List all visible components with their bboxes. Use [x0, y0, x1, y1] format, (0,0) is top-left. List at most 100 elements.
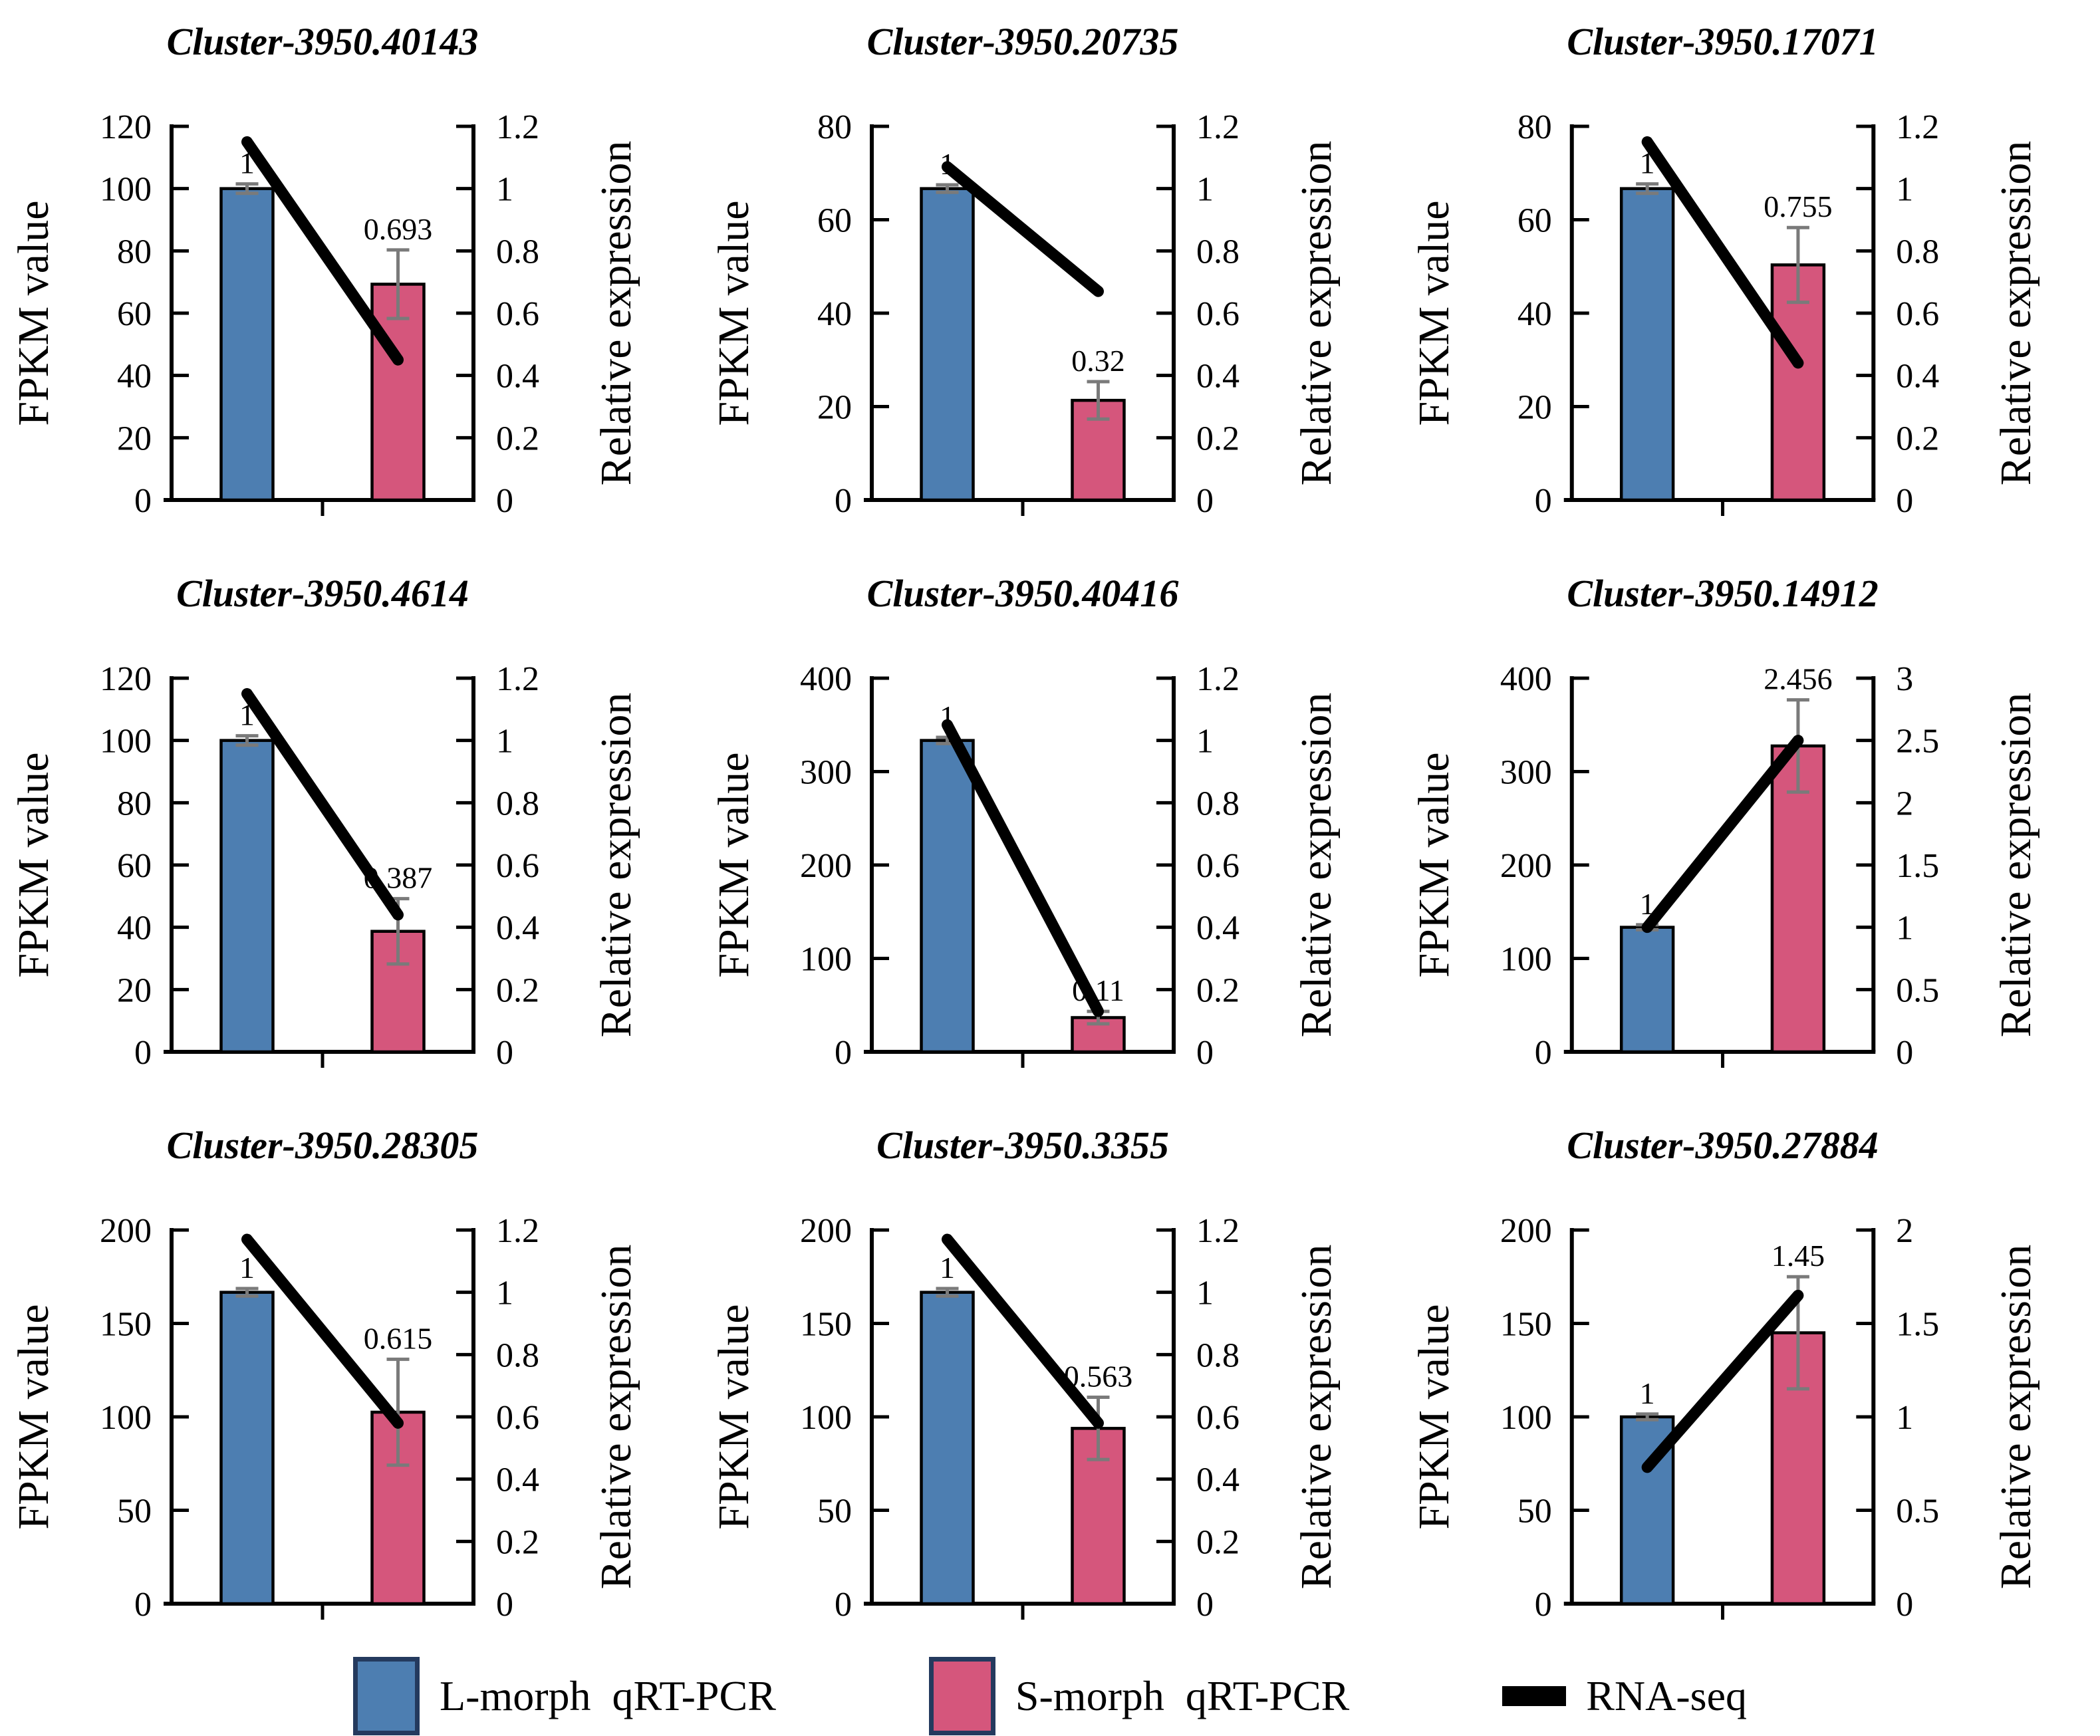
- right-tick-label: 0.2: [1196, 420, 1240, 457]
- chart-title: Cluster-3950.27884: [1567, 1124, 1878, 1167]
- left-tick-label: 150: [100, 1306, 152, 1344]
- rna-seq-line: [241, 136, 404, 366]
- left-tick-label: 40: [117, 910, 152, 947]
- left-tick-label: 0: [1535, 1586, 1552, 1624]
- left-tick-label: 150: [1500, 1305, 1552, 1343]
- s-morph-swatch-icon: [928, 1656, 995, 1735]
- right-axis-title: Relative expression: [1292, 693, 1341, 1038]
- chart-cell-Cluster-3950.14912: Cluster-3950.14912 0 100 200 300 400 0 0.5 1 1.5 2…: [1400, 552, 2100, 1104]
- right-tick-label: 0: [1196, 1034, 1214, 1072]
- chart-cell-Cluster-3950.3355: Cluster-3950.3355 0 50 100 150 200 0 0.2 0.4 0.6 0…: [700, 1104, 1400, 1656]
- bar-value-label: 0.32: [1071, 344, 1125, 378]
- left-axis-title: FPKM value: [710, 752, 758, 977]
- left-tick-label: 100: [100, 1399, 152, 1437]
- chart-cell-Cluster-3950.20735: Cluster-3950.20735 0 20 40 60 80 0 0.2 0.4 0.6 0.8…: [700, 0, 1400, 552]
- left-tick-label: 100: [800, 941, 852, 979]
- charts-grid: Cluster-3950.40143 0 20 40 60 80 100 120 0 0.2 0.4…: [0, 0, 2100, 1656]
- chart-Cluster-3950.3355: Cluster-3950.3355 0 50 100 150 200 0 0.2 0.4 0.6 0…: [710, 1124, 1341, 1624]
- right-tick-label: 1.2: [496, 660, 539, 698]
- l-morph-bar: [920, 739, 975, 1054]
- left-tick-label: 200: [800, 847, 852, 885]
- right-tick-label: 0.4: [496, 910, 539, 947]
- left-tick-label: 0: [835, 1034, 852, 1072]
- l-morph-bar: [1619, 926, 1675, 1054]
- chart-Cluster-3950.4614: Cluster-3950.4614 0 20 40 60 80 100 120 0 0.2 0.4 0…: [9, 572, 640, 1072]
- left-tick-label: 80: [117, 233, 152, 271]
- chart-cell-Cluster-3950.27884: Cluster-3950.27884 0 50 100 150 200 0 0.5 1 1.5 2 F…: [1400, 1104, 2100, 1656]
- bar-value-label: 0.755: [1764, 189, 1832, 223]
- left-tick-label: 80: [817, 108, 852, 146]
- right-tick-label: 0: [1196, 482, 1214, 520]
- bar-value-label: 1: [940, 1251, 955, 1285]
- right-tick-label: 1: [496, 1275, 513, 1312]
- right-tick-label: 1: [1896, 910, 1913, 947]
- left-tick-label: 200: [1500, 1212, 1552, 1250]
- right-tick-label: 0.8: [1196, 1336, 1240, 1374]
- l-morph-bar: [920, 1291, 975, 1606]
- chart-Cluster-3950.28305: Cluster-3950.28305 0 50 100 150 200 0 0.2 0.4 0.6…: [9, 1124, 640, 1624]
- bar-value-label: 1: [1640, 887, 1655, 921]
- right-tick-label: 0.8: [1196, 233, 1240, 271]
- right-axis-title: Relative expression: [1292, 141, 1341, 486]
- right-tick-label: 2.5: [1896, 723, 1939, 761]
- right-tick-label: 1: [1196, 1275, 1214, 1312]
- right-tick-label: 2: [1896, 1212, 1913, 1250]
- rna-seq-line: [1641, 1289, 1804, 1473]
- chart-Cluster-3950.17071: Cluster-3950.17071 0 20 40 60 80 0 0.2 0.4 0.6 0.8…: [1410, 20, 2040, 520]
- right-tick-label: 1.2: [1196, 1212, 1240, 1250]
- right-tick-label: 0.2: [1196, 971, 1240, 1009]
- right-tick-label: 1: [496, 723, 513, 761]
- rna-seq-line: [942, 161, 1104, 297]
- left-tick-label: 40: [817, 295, 852, 333]
- legend-item-s-morph: S-morph qRT-PCR: [928, 1656, 1350, 1735]
- left-tick-label: 0: [1535, 1034, 1552, 1072]
- left-tick-label: 50: [1517, 1492, 1552, 1530]
- chart-title: Cluster-3950.4614: [176, 572, 469, 615]
- chart-title: Cluster-3950.28305: [167, 1124, 479, 1167]
- right-tick-label: 0.6: [496, 847, 539, 885]
- left-axis-title: FPKM value: [710, 200, 758, 426]
- right-tick-label: 1.2: [1196, 108, 1240, 146]
- right-tick-label: 0: [496, 482, 513, 520]
- left-tick-label: 200: [1500, 847, 1552, 885]
- l-morph-bar: [1619, 187, 1675, 502]
- right-tick-label: 0.2: [496, 420, 539, 457]
- left-tick-label: 100: [100, 723, 152, 761]
- left-tick-label: 100: [100, 171, 152, 209]
- right-tick-label: 0: [496, 1034, 513, 1072]
- bar-value-label: 1: [1640, 1376, 1655, 1410]
- right-tick-label: 0.4: [1896, 358, 1939, 396]
- left-tick-label: 200: [800, 1212, 852, 1250]
- left-tick-label: 40: [1517, 295, 1552, 333]
- right-tick-label: 0.5: [1896, 971, 1939, 1009]
- right-axis-title: Relative expression: [592, 141, 640, 486]
- legend-label-s-morph: S-morph qRT-PCR: [1015, 1672, 1350, 1719]
- right-axis-title: Relative expression: [1992, 693, 2040, 1038]
- right-tick-label: 0.4: [1196, 910, 1240, 947]
- right-tick-label: 0.6: [496, 1399, 539, 1437]
- right-tick-label: 0.2: [496, 971, 539, 1009]
- rna-seq-line: [241, 687, 404, 921]
- left-axis-title: FPKM value: [1410, 200, 1458, 426]
- s-morph-bar: [1770, 744, 1826, 1054]
- right-tick-label: 0.6: [1896, 295, 1939, 333]
- chart-cell-Cluster-3950.17071: Cluster-3950.17071 0 20 40 60 80 0 0.2 0.4 0.6 0.8…: [1400, 0, 2100, 552]
- right-tick-label: 0: [1896, 1034, 1913, 1072]
- s-morph-bar: [1770, 263, 1826, 502]
- right-tick-label: 0.4: [1196, 1461, 1240, 1499]
- left-tick-label: 150: [800, 1306, 852, 1344]
- left-tick-label: 300: [1500, 753, 1552, 791]
- left-tick-label: 20: [817, 389, 852, 427]
- rna-seq-line: [942, 1233, 1104, 1429]
- chart-title: Cluster-3950.3355: [876, 1124, 1169, 1167]
- left-tick-label: 60: [1517, 201, 1552, 239]
- left-axis-title: FPKM value: [9, 200, 58, 426]
- right-tick-label: 1: [496, 171, 513, 209]
- left-tick-label: 400: [1500, 660, 1552, 698]
- right-tick-label: 1: [1896, 1399, 1913, 1437]
- s-morph-bar: [370, 283, 426, 502]
- chart-cell-Cluster-3950.4614: Cluster-3950.4614 0 20 40 60 80 100 120 0 0.2 0.4 0…: [0, 552, 700, 1104]
- legend-item-rna-seq: RNA-seq: [1502, 1672, 1747, 1721]
- right-tick-label: 2: [1896, 785, 1913, 822]
- right-tick-label: 1: [1196, 723, 1214, 761]
